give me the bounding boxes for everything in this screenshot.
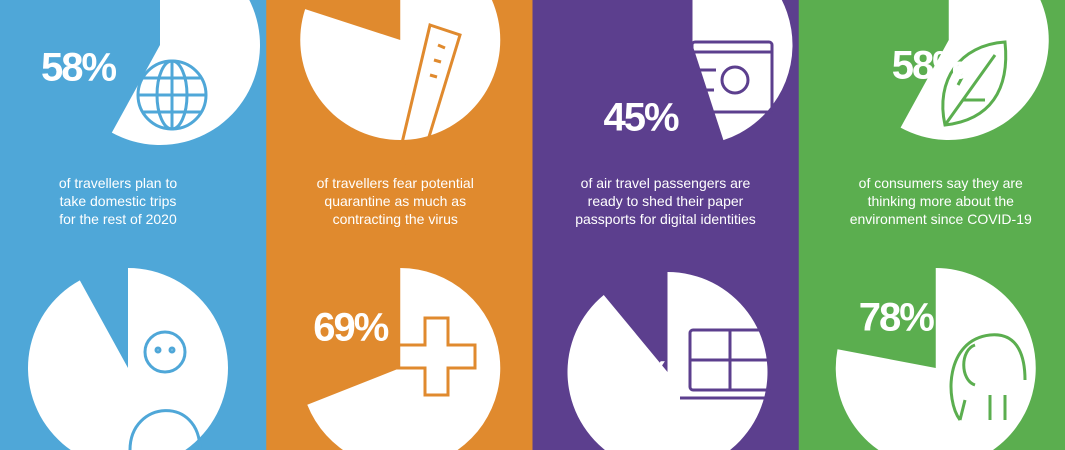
caption-line: of consumers say they are	[859, 175, 1023, 191]
percentage: 92%	[43, 354, 118, 398]
pie-slice	[835, 268, 1036, 450]
person-icon	[128, 330, 202, 450]
percentage: 89%	[595, 354, 670, 398]
percentage: 45%	[603, 96, 678, 140]
caption-line: of travellers fear potential	[317, 175, 474, 191]
pie-slice	[28, 268, 228, 450]
pies	[28, 0, 1049, 450]
pie-slice	[300, 0, 501, 140]
caption-line: thinking more about the	[868, 193, 1015, 209]
pie-slice	[567, 272, 768, 450]
caption-line: of travellers plan to	[59, 175, 177, 191]
caption-line: of air travel passengers are	[581, 175, 751, 191]
percentage: 69%	[313, 306, 388, 350]
caption-line: contracting the virus	[333, 211, 458, 227]
percentage: 58%	[41, 46, 116, 90]
globe-icon	[136, 59, 208, 131]
leaf-icon	[941, 40, 1008, 127]
caption-line: environment since COVID-19	[850, 211, 1032, 227]
pie-slice	[111, 0, 260, 145]
video-call-icon	[680, 328, 780, 400]
thermometer-icon	[395, 23, 462, 169]
caption-line: ready to shed their paper	[588, 193, 744, 209]
caption-line: take domestic trips	[60, 193, 177, 209]
icons	[128, 23, 1027, 450]
percentage: 78%	[859, 296, 934, 340]
cross-icon	[396, 316, 477, 397]
percentage: 80%	[324, 76, 399, 120]
caption-line: passports for digital identities	[575, 211, 756, 227]
elephant-icon	[949, 333, 1027, 421]
percentage: 58%	[892, 44, 967, 88]
caption-line: quarantine as much as	[324, 193, 466, 209]
pie-slice	[900, 0, 1049, 140]
caption-line: for the rest of 2020	[59, 211, 177, 227]
texts: 58% 92% of travellers plan to take domestic…	[41, 44, 1032, 398]
screen-face-icon	[690, 40, 774, 114]
pie-slice	[307, 268, 501, 450]
